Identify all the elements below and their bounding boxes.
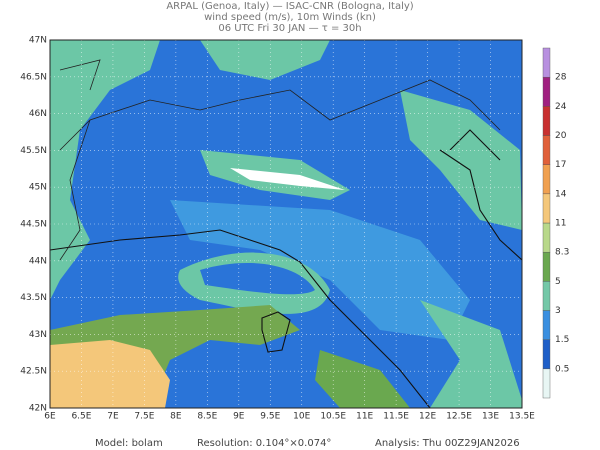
x-tick-label: 8E <box>170 412 182 422</box>
colorbar-label: 14 <box>555 189 567 199</box>
x-tick-label: 10E <box>293 412 310 422</box>
colorbar-label: 24 <box>555 102 567 112</box>
footer-model: Model: bolam <box>95 438 163 449</box>
colorbar-segment <box>542 135 551 165</box>
colorbar: 0.5 1.5 3 5 8.3 11 14 17 20 24 28 <box>542 47 569 399</box>
graticule <box>50 40 522 408</box>
x-tick-label: 12E <box>419 412 436 422</box>
map <box>50 40 522 408</box>
colorbar-segment <box>542 76 551 107</box>
y-tick-label: 46N <box>29 109 47 119</box>
colorbar-label: 11 <box>555 219 566 229</box>
x-tick-label: 6E <box>44 412 56 422</box>
x-tick-label: 6.5E <box>71 412 91 422</box>
x-tick-label: 11.5E <box>383 412 409 422</box>
y-tick-label: 44N <box>29 256 47 266</box>
colorbar-label: 20 <box>555 131 567 141</box>
colorbar-label: 17 <box>555 160 566 170</box>
y-tick-label: 42.5N <box>20 367 47 377</box>
y-tick-label: 43N <box>29 330 47 340</box>
title-line: ARPAL (Genoa, Italy) — ISAC-CNR (Bologna… <box>166 1 413 12</box>
y-tick-label: 45N <box>29 183 47 193</box>
title-line: wind speed (m/s), 10m Winds (kn) <box>204 12 376 23</box>
x-tick-label: 7E <box>107 412 119 422</box>
x-tick-label: 12.5E <box>446 412 472 422</box>
colorbar-label: 28 <box>555 73 567 83</box>
colorbar-segment <box>542 164 551 195</box>
colorbar-segment <box>542 368 551 399</box>
colorbar-label: 5 <box>555 277 561 287</box>
x-tick-label: 10.5E <box>320 412 346 422</box>
y-tick-label: 45.5N <box>20 146 47 156</box>
colorbar-label: 3 <box>555 306 561 316</box>
colorbar-segment <box>542 310 551 340</box>
footer-resolution: Resolution: 0.104°×0.074° <box>197 438 331 449</box>
y-tick-label: 43.5N <box>20 293 47 303</box>
x-tick-label: 13.5E <box>509 412 535 422</box>
x-tick-label: 11E <box>356 412 373 422</box>
x-tick-label: 7.5E <box>134 412 154 422</box>
map-frame <box>49 39 523 409</box>
colorbar-segment <box>542 222 551 253</box>
colorbar-label: 0.5 <box>555 364 569 374</box>
colorbar-segment <box>542 281 551 311</box>
colorbar-segment <box>542 251 551 282</box>
colorbar-segment <box>542 193 551 224</box>
x-tick-label: 8.5E <box>197 412 217 422</box>
y-tick-label: 47N <box>29 36 47 46</box>
axis-labels: 6E 6.5E 7E 7.5E 8E 8.5E 9E 9.5E 10E 10.5E 11E 11.5E… <box>20 36 535 422</box>
colorbar-segment <box>542 339 551 370</box>
y-tick-label: 44.5N <box>20 220 47 230</box>
colorbar-segment <box>542 47 551 78</box>
footer-analysis: Analysis: Thu 00Z29JAN2026 <box>375 438 520 449</box>
y-tick-label: 42N <box>29 404 47 414</box>
title-line: 06 UTC Fri 30 JAN — τ = 30h <box>218 23 361 34</box>
x-tick-label: 9.5E <box>260 412 280 422</box>
x-tick-label: 13E <box>482 412 499 422</box>
y-tick-label: 46.5N <box>20 72 47 82</box>
colorbar-label: 8.3 <box>555 248 569 258</box>
x-tick-label: 9E <box>233 412 245 422</box>
colorbar-label: 1.5 <box>555 335 569 345</box>
colorbar-segment <box>542 106 551 136</box>
